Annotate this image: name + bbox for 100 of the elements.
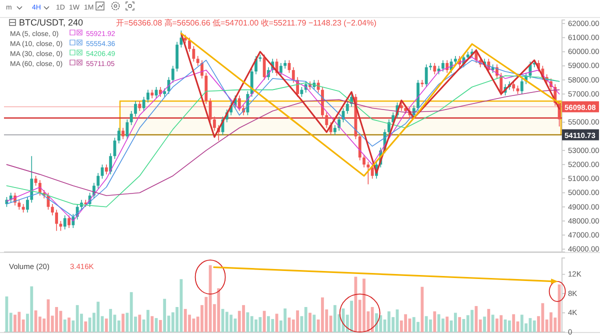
bar [267,316,270,332]
line-series [6,75,560,208]
bar [296,310,299,332]
bar [230,314,233,332]
candlestick [104,164,108,175]
bar [130,292,133,332]
bar [487,308,490,332]
candlestick [192,46,196,62]
candlestick [96,172,100,189]
bar [404,314,408,332]
candlestick [130,110,133,126]
bar [446,316,449,332]
bar [458,317,462,332]
candlestick [30,156,34,204]
candlestick [18,199,21,210]
candlestick [316,80,320,94]
candlestick [171,65,174,84]
bar [500,315,503,332]
candlestick [68,214,70,228]
bar [308,312,312,332]
bar [150,316,154,332]
bar [424,316,428,332]
bar [362,278,366,332]
candlestick [292,66,295,84]
candlestick [50,204,54,216]
candlestick [279,62,282,76]
bar [246,312,250,332]
bar [138,314,142,332]
candlestick [358,133,362,161]
candlestick [238,95,241,112]
bar [84,321,88,332]
bar [379,315,382,332]
bar [550,312,552,332]
candlestick [138,100,142,112]
bar [225,312,228,332]
candlestick [333,124,336,136]
bar [146,310,150,332]
chart-title: BTC/USDT, 240 [19,18,84,28]
bar [192,318,196,332]
candlestick [134,100,137,118]
bar [30,286,34,332]
bar [158,320,162,332]
bar [104,318,108,332]
candlestick [346,100,349,114]
candlestick [146,89,150,103]
bar [284,308,287,332]
bar [217,288,220,332]
bar [163,298,166,332]
candlestick [300,86,304,98]
candlestick [362,154,366,168]
candlestick [80,199,83,210]
bar [491,314,494,332]
bar [122,314,124,332]
bar [333,305,336,332]
bar [474,306,478,332]
bar [429,320,432,332]
bar [350,300,354,332]
bar [184,308,187,332]
candlestick [424,64,428,88]
candlestick [325,112,328,128]
candlestick [442,60,444,72]
bar [68,318,70,332]
candlestick [142,96,146,112]
candlestick [520,78,524,94]
bar [321,297,324,332]
bar [420,286,424,332]
bar [5,296,8,332]
bar [437,314,440,332]
bar [532,320,536,332]
bar [258,317,262,332]
candlestick [258,54,262,62]
bar [55,307,58,332]
bar [370,307,374,332]
bar [508,320,511,332]
bar [312,314,316,332]
candlestick [34,175,38,186]
bar [254,320,258,332]
candlestick [126,119,129,140]
bar [250,316,254,332]
candlestick [55,209,58,232]
candlestick [212,116,216,132]
bar [63,320,66,332]
bar [109,308,112,332]
bar [262,310,266,332]
candlestick [188,37,191,52]
candlestick [338,116,341,132]
bar [558,284,561,332]
bar [483,316,486,332]
candlestick [196,56,200,66]
bar [271,319,274,332]
bar [512,314,516,332]
bar [375,313,378,332]
candlestick [433,62,436,75]
bar [412,317,416,332]
bar [454,312,457,332]
bar [18,312,21,332]
bar [433,311,436,332]
bar [96,302,100,332]
candlestick [63,214,66,230]
bar [242,305,245,332]
